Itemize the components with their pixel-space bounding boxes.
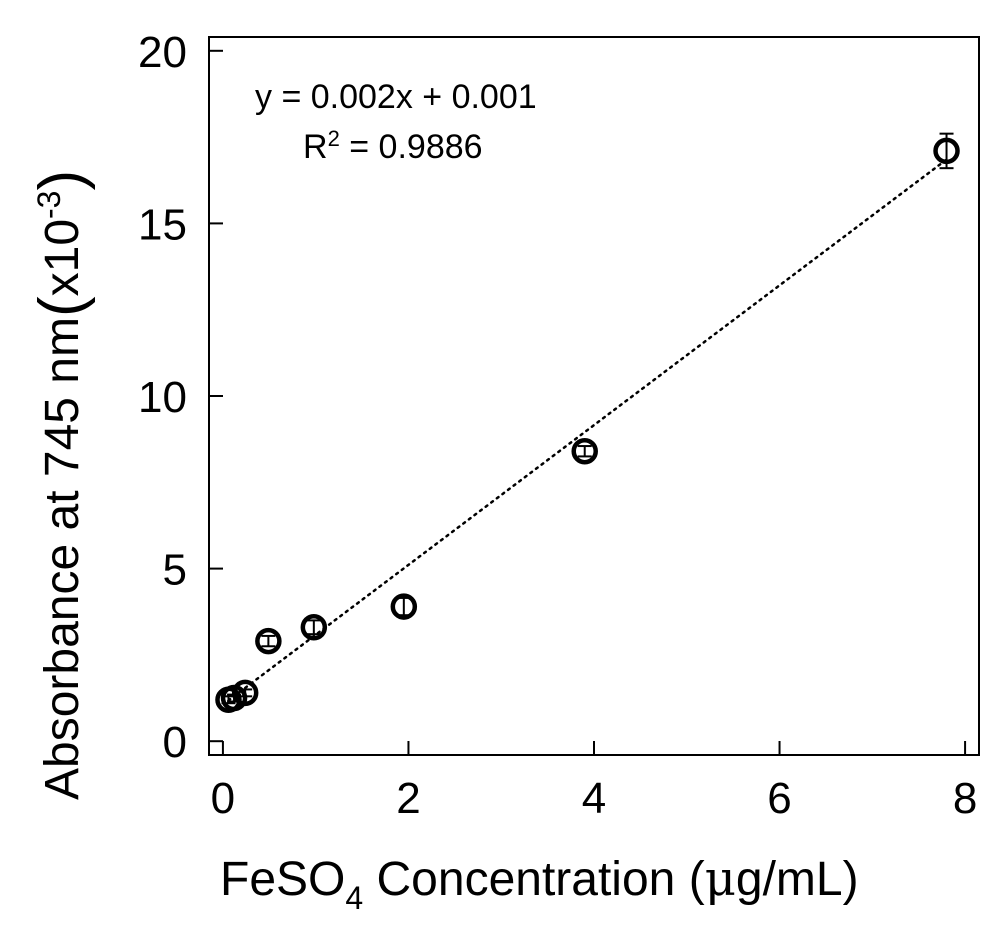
data-point — [571, 437, 598, 465]
y-tick-label: 20 — [138, 28, 187, 77]
data-marker — [390, 593, 418, 620]
data-marker — [300, 614, 328, 641]
y-title-paren-close: ) — [27, 170, 96, 191]
x-title-unit: g/mL) — [736, 853, 859, 906]
x-title-rest: Concentration ( — [363, 853, 705, 906]
fit-line-group — [227, 158, 948, 702]
r2-prefix: R — [303, 128, 328, 166]
x-tick-label: 8 — [953, 774, 977, 823]
y-title-exponent: -3 — [31, 191, 67, 219]
x-tick-label: 0 — [211, 774, 235, 823]
r2-value: = 0.9886 — [340, 128, 483, 166]
data-point — [231, 679, 259, 707]
x-tick-label: 4 — [582, 774, 606, 823]
data-point — [255, 627, 282, 655]
y-tick-label: 15 — [138, 200, 187, 249]
data-marker — [571, 437, 598, 465]
data-marker — [933, 137, 960, 165]
data-point — [300, 614, 328, 641]
points-group — [215, 132, 960, 714]
x-tick-label: 2 — [396, 774, 420, 823]
y-title-multiplier: x10 — [36, 219, 89, 296]
y-tick-label: 0 — [163, 718, 187, 767]
y-tick-label: 10 — [138, 373, 187, 422]
y-title-main: Absorbance at 745 nm — [36, 317, 89, 800]
ticks: 0 2 4 6 8 0 5 10 15 20 — [138, 28, 977, 823]
data-point — [933, 132, 960, 170]
data-marker — [255, 627, 282, 655]
x-title-subscript: 4 — [345, 880, 363, 916]
equation-annotation: y = 0.002x + 0.001 — [255, 78, 537, 116]
x-tick-label: 6 — [767, 774, 791, 823]
y-axis-title: Absorbance at 745 nm(x10-3) — [27, 170, 96, 800]
x-title-greek: μ — [705, 851, 736, 907]
data-point — [390, 593, 418, 620]
x-title-main: FeSO — [220, 853, 345, 906]
fit-line — [227, 158, 948, 702]
y-title-paren-open: ( — [27, 296, 96, 317]
y-tick-label: 5 — [163, 546, 187, 595]
data-marker — [231, 679, 259, 707]
r-squared-annotation: R2 = 0.9886 — [303, 126, 483, 166]
x-axis-title: FeSO4 Concentration (μg/mL) — [220, 851, 859, 916]
r2-exponent: 2 — [328, 126, 340, 151]
